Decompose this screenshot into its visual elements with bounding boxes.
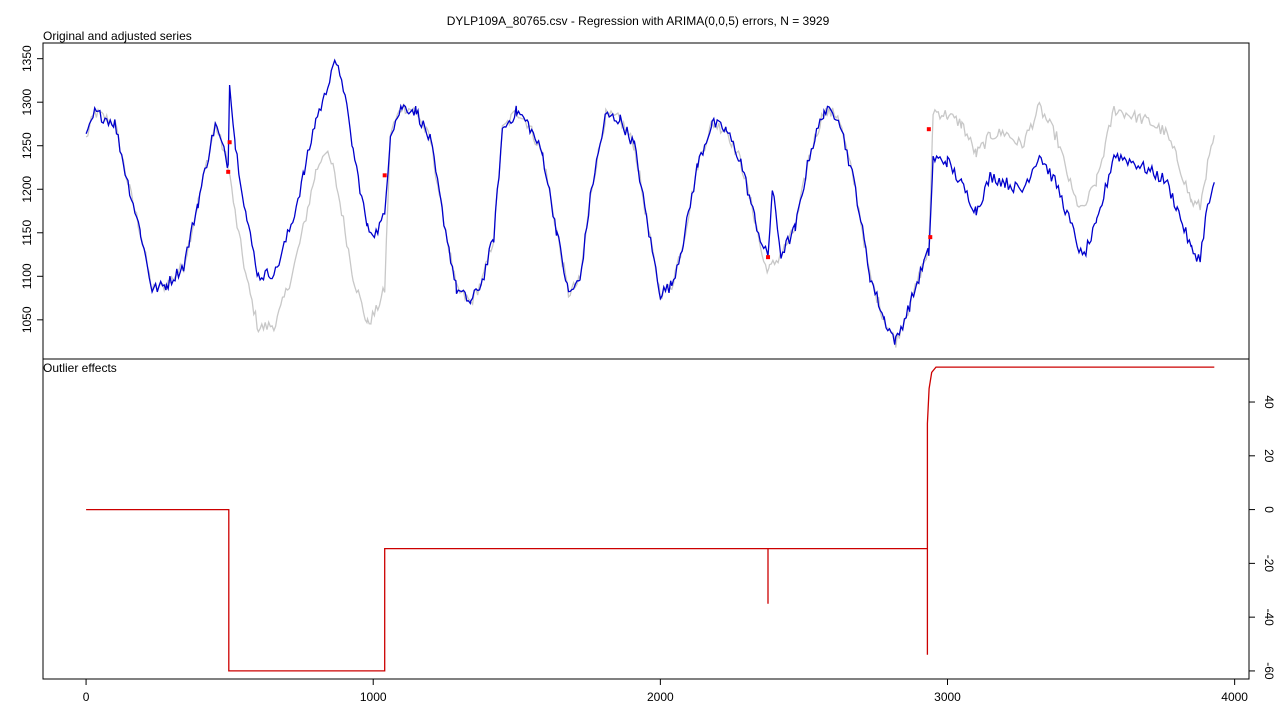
outlier-marker [382,173,387,178]
series-original-line [85,101,1215,348]
series-adjusted-line [85,58,1215,345]
series-group-top [85,58,1215,348]
y-tick-label-right: 20 [1262,449,1276,463]
y-axis-left: 1050 1100 1150 1200 1250 1300 1350 [20,45,43,333]
panel-label-bottom: Outlier effects [43,361,117,375]
outlier-marker [928,235,933,240]
panel-frame-top [42,42,1250,360]
series-effect-line [86,366,1215,672]
y-tick-label-left: 1300 [20,89,34,116]
y-tick-label-left: 1050 [20,306,34,333]
y-tick-label-right: 40 [1262,395,1276,409]
x-axis: 0 1000 2000 3000 4000 [83,679,1248,704]
outlier-marker [226,169,231,174]
outlier-marker [926,127,931,132]
chart-title: DYLP109A_80765.csv - Regression with ARI… [447,14,830,28]
y-tick-label-right: 0 [1262,506,1276,513]
x-tick-label: 3000 [934,690,961,704]
y-tick-label-right: -60 [1262,662,1276,680]
y-tick-label-left: 1350 [20,45,34,72]
panel-label-top: Original and adjusted series [43,29,192,43]
outlier-effects-panel: Outlier effects -60 -40 -20 0 20 40 [42,358,1276,680]
original-adjusted-panel: Original and adjusted series 1050 1100 115… [20,29,1250,360]
outlier-marker [766,255,771,260]
y-tick-label-left: 1150 [20,220,34,246]
outlier-markers [226,127,933,260]
panel-frame-bottom [42,358,1250,680]
y-axis-right: -60 -40 -20 0 20 40 [1249,395,1276,680]
series-group-bottom [86,366,1215,672]
x-tick-label: 1000 [360,690,387,704]
y-tick-label-left: 1100 [20,263,34,289]
outlier-marker [227,140,232,145]
x-tick-label: 4000 [1221,690,1248,704]
y-tick-label-right: -20 [1262,555,1276,573]
y-tick-label-left: 1200 [20,176,34,203]
y-tick-label-right: -40 [1262,608,1276,626]
x-tick-label: 2000 [647,690,674,704]
y-tick-label-left: 1250 [20,132,34,159]
x-tick-label: 0 [83,690,90,704]
